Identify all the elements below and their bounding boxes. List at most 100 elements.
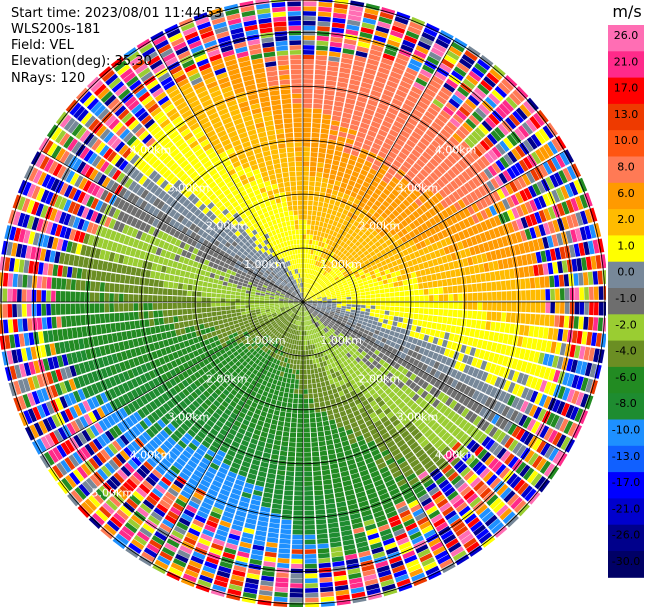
velocity-gate — [309, 291, 313, 296]
velocity-gate — [558, 169, 568, 184]
velocity-gate — [506, 473, 518, 486]
velocity-gate — [354, 234, 361, 241]
velocity-gate — [385, 423, 395, 432]
velocity-gate — [484, 116, 497, 129]
velocity-gate — [366, 298, 371, 302]
velocity-gate — [367, 396, 375, 403]
velocity-gate — [429, 102, 442, 113]
velocity-gate — [305, 305, 309, 310]
velocity-gate — [401, 464, 412, 474]
velocity-gate — [314, 368, 319, 374]
velocity-gate — [379, 204, 387, 212]
velocity-gate — [312, 456, 320, 462]
velocity-gate — [379, 366, 386, 373]
velocity-gate — [325, 80, 337, 87]
velocity-gate — [447, 286, 453, 294]
velocity-gate — [313, 393, 319, 399]
velocity-gate — [481, 311, 487, 320]
velocity-gate — [461, 102, 474, 114]
velocity-gate — [438, 189, 448, 199]
velocity-gate — [312, 299, 318, 301]
velocity-gate — [320, 318, 325, 323]
velocity-gate — [466, 493, 479, 505]
velocity-gate — [453, 201, 462, 212]
velocity-gate — [516, 385, 525, 397]
velocity-gate — [311, 280, 315, 286]
velocity-gate — [390, 367, 397, 375]
velocity-gate — [503, 153, 514, 166]
velocity-gate — [339, 431, 347, 438]
velocity-gate — [380, 415, 389, 424]
velocity-gate — [410, 179, 419, 188]
velocity-gate — [306, 283, 309, 289]
velocity-gate — [405, 342, 412, 349]
velocity-gate — [377, 21, 391, 30]
velocity-gate — [498, 103, 511, 116]
velocity-gate — [311, 437, 318, 443]
velocity-gate — [397, 112, 409, 121]
velocity-gate — [345, 233, 351, 239]
velocity-gate — [307, 297, 312, 300]
velocity-gate — [309, 403, 315, 409]
velocity-gate — [303, 403, 309, 409]
velocity-gate — [556, 434, 567, 448]
velocity-gate — [318, 241, 322, 247]
velocity-gate — [313, 397, 319, 403]
velocity-gate — [389, 311, 395, 316]
velocity-gate — [335, 349, 340, 355]
velocity-gate — [374, 138, 384, 146]
velocity-gate — [437, 34, 452, 45]
velocity-gate — [580, 361, 588, 376]
velocity-gate — [374, 289, 380, 294]
velocity-gate — [340, 435, 348, 442]
velocity-gate — [328, 394, 335, 400]
velocity-gate — [441, 255, 448, 264]
velocity-gate — [303, 127, 311, 133]
velocity-gate — [530, 376, 539, 389]
velocity-gate — [316, 307, 321, 310]
velocity-gate — [342, 48, 355, 55]
velocity-gate — [354, 273, 361, 278]
velocity-gate — [362, 514, 374, 522]
velocity-gate — [355, 256, 362, 262]
velocity-gate — [413, 264, 420, 272]
velocity-gate — [327, 268, 332, 273]
velocity-gate — [348, 248, 354, 254]
velocity-gate — [431, 140, 442, 150]
velocity-gate — [312, 344, 316, 350]
velocity-gate — [317, 337, 321, 343]
velocity-gate — [393, 62, 406, 71]
velocity-gate — [504, 183, 514, 195]
velocity-gate — [380, 270, 386, 276]
velocity-gate — [561, 201, 570, 215]
velocity-gate — [316, 295, 322, 298]
velocity-gate — [528, 240, 535, 252]
velocity-gate — [522, 416, 532, 429]
velocity-gate — [332, 350, 338, 357]
velocity-gate — [306, 224, 311, 230]
velocity-gate — [364, 108, 375, 116]
velocity-gate — [443, 332, 450, 340]
velocity-gate — [414, 295, 420, 302]
velocity-gate — [395, 302, 400, 307]
velocity-gate — [326, 75, 337, 82]
velocity-gate — [270, 399, 277, 405]
velocity-gate — [338, 228, 344, 235]
velocity-gate — [380, 403, 389, 412]
velocity-gate — [304, 563, 317, 569]
velocity-gate — [301, 306, 303, 312]
velocity-gate — [552, 399, 561, 413]
velocity-gate — [337, 358, 343, 365]
velocity-gate — [334, 276, 340, 281]
velocity-gate — [476, 339, 484, 349]
velocity-gate — [307, 302, 313, 303]
velocity-gate — [324, 327, 329, 332]
velocity-gate — [332, 332, 338, 338]
velocity-gate — [372, 343, 379, 349]
velocity-gate — [346, 294, 351, 298]
velocity-gate — [306, 311, 309, 316]
velocity-gate — [416, 225, 425, 234]
velocity-gate — [511, 207, 520, 219]
velocity-gate — [315, 509, 326, 515]
velocity-gate — [445, 102, 458, 113]
